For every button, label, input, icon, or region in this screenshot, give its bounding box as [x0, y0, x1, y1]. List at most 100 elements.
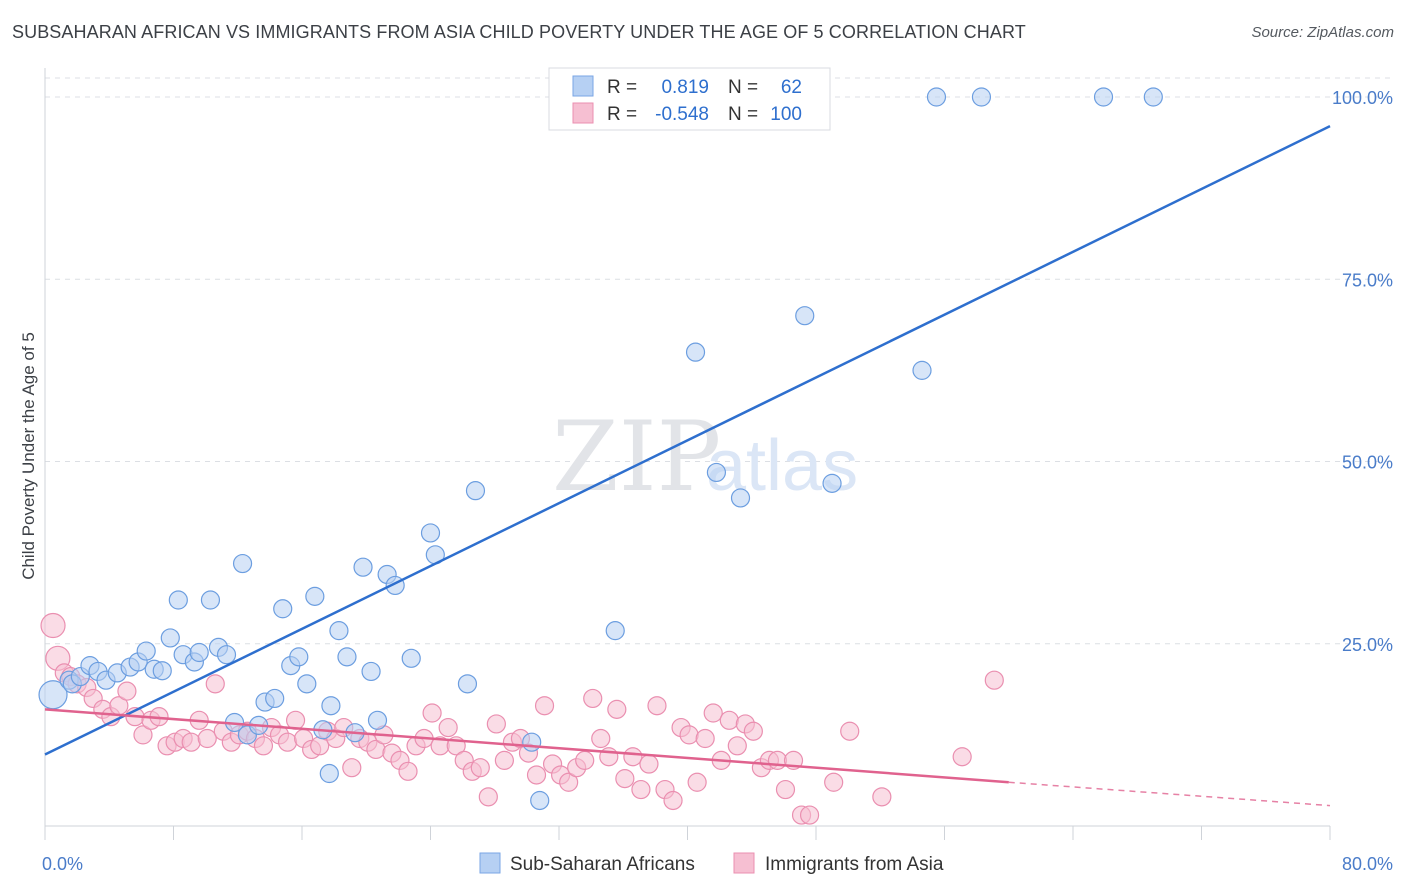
watermark-zip: ZIP: [552, 401, 721, 513]
data-point-sub-saharan-africans: [1143, 87, 1163, 107]
trendline-immigrants-from-asia: [44, 708, 1009, 784]
data-point-immigrants-from-asia: [952, 747, 972, 767]
data-point-immigrants-from-asia: [743, 721, 763, 741]
data-point-sub-saharan-africans: [730, 488, 751, 508]
data-point-immigrants-from-asia: [181, 732, 201, 752]
y-tick-label: 100.0%: [1332, 88, 1393, 108]
legend-r-label-1: R =: [607, 77, 637, 98]
data-point-sub-saharan-africans: [401, 648, 421, 668]
data-point-immigrants-from-asia: [727, 736, 747, 756]
data-point-sub-saharan-africans: [361, 661, 381, 682]
data-point-immigrants-from-asia: [607, 699, 627, 719]
chart-title: SUBSAHARAN AFRICAN VS IMMIGRANTS FROM AS…: [12, 22, 1026, 42]
x-tick-labels: 0.0% 80.0%: [42, 854, 1393, 874]
watermark-atlas: atlas: [706, 426, 858, 506]
data-point-sub-saharan-africans: [685, 342, 706, 362]
data-point-sub-saharan-africans: [189, 642, 209, 663]
data-point-immigrants-from-asia: [575, 750, 595, 770]
data-point-sub-saharan-africans: [321, 696, 341, 716]
trendlines: [44, 125, 1331, 807]
data-point-sub-saharan-africans: [795, 306, 815, 326]
data-point-immigrants-from-asia: [679, 725, 699, 745]
data-point-immigrants-from-asia: [486, 714, 506, 734]
data-point-immigrants-from-asia: [277, 732, 298, 752]
data-point-sub-saharan-africans: [367, 710, 388, 730]
series-immigrants-from-asia: [40, 612, 1004, 825]
data-point-sub-saharan-africans: [457, 674, 478, 694]
series-sub-saharan-africans: [38, 87, 1163, 811]
data-point-sub-saharan-africans: [200, 590, 221, 610]
bottom-legend-label-pink: Immigrants from Asia: [765, 854, 944, 875]
data-point-immigrants-from-asia: [591, 728, 611, 749]
data-point-sub-saharan-africans: [530, 790, 550, 811]
data-point-immigrants-from-asia: [663, 790, 683, 811]
data-point-sub-saharan-africans: [216, 645, 237, 665]
data-point-immigrants-from-asia: [872, 787, 892, 807]
data-point-sub-saharan-africans: [136, 641, 156, 661]
data-point-sub-saharan-africans: [168, 590, 188, 610]
data-point-sub-saharan-africans: [971, 87, 992, 107]
data-point-immigrants-from-asia: [583, 688, 603, 709]
legend-r-value-2: -0.548: [655, 104, 709, 125]
data-point-immigrants-from-asia: [40, 612, 66, 639]
data-point-sub-saharan-africans: [420, 523, 441, 543]
source-credit: Source: ZipAtlas.com: [1251, 24, 1394, 41]
data-point-sub-saharan-africans: [605, 621, 625, 641]
data-point-immigrants-from-asia: [639, 754, 659, 774]
data-point-immigrants-from-asia: [840, 721, 860, 741]
data-point-sub-saharan-africans: [297, 674, 317, 694]
data-point-sub-saharan-africans: [822, 473, 842, 493]
data-point-sub-saharan-africans: [273, 599, 293, 619]
y-tick-label: 50.0%: [1342, 453, 1393, 473]
y-tick-label: 25.0%: [1342, 635, 1393, 655]
data-point-sub-saharan-africans: [329, 621, 349, 641]
y-axis-label: Child Poverty Under the Age of 5: [19, 332, 38, 580]
y-tick-label: 75.0%: [1342, 270, 1393, 290]
data-point-immigrants-from-asia: [615, 769, 635, 789]
data-point-sub-saharan-africans: [289, 647, 309, 667]
bottom-legend-swatch-pink: [733, 852, 755, 874]
correlation-legend: R = 0.819 N = 62 R = -0.548 N = 100: [548, 67, 831, 131]
legend-n-value-1: 62: [781, 77, 802, 98]
legend-r-value-1: 0.819: [661, 77, 709, 98]
data-point-immigrants-from-asia: [494, 750, 514, 770]
data-point-immigrants-from-asia: [470, 758, 490, 778]
trendline-extension-immigrants-from-asia: [1008, 781, 1331, 807]
x-tick-label: 0.0%: [42, 854, 83, 874]
data-point-immigrants-from-asia: [197, 728, 217, 749]
data-point-immigrants-from-asia: [205, 674, 225, 694]
data-point-immigrants-from-asia: [559, 772, 579, 792]
data-point-immigrants-from-asia: [631, 779, 651, 800]
data-point-immigrants-from-asia: [117, 681, 137, 701]
data-point-sub-saharan-africans: [337, 647, 357, 667]
data-point-immigrants-from-asia: [438, 717, 458, 738]
data-point-sub-saharan-africans: [319, 763, 339, 784]
legend-n-label-2: N =: [728, 104, 758, 125]
data-point-sub-saharan-africans: [465, 481, 486, 501]
data-point-sub-saharan-africans: [160, 628, 180, 648]
data-point-immigrants-from-asia: [623, 747, 643, 767]
data-point-sub-saharan-africans: [706, 462, 727, 483]
data-point-immigrants-from-asia: [253, 736, 274, 756]
data-point-immigrants-from-asia: [767, 750, 788, 770]
data-point-immigrants-from-asia: [478, 787, 498, 807]
data-point-immigrants-from-asia: [775, 779, 796, 800]
data-point-immigrants-from-asia: [647, 696, 667, 716]
legend-r-label-2: R =: [607, 104, 637, 125]
data-point-immigrants-from-asia: [703, 703, 723, 723]
data-point-sub-saharan-africans: [152, 661, 172, 681]
data-point-immigrants-from-asia: [422, 703, 442, 723]
data-point-immigrants-from-asia: [695, 728, 715, 749]
bottom-legend-label-blue: Sub-Saharan Africans: [510, 854, 695, 875]
data-point-immigrants-from-asia: [398, 761, 418, 781]
legend-n-value-2: 100: [770, 104, 802, 125]
data-point-sub-saharan-africans: [522, 732, 542, 752]
data-point-immigrants-from-asia: [799, 805, 820, 825]
legend-n-label-1: N =: [728, 77, 758, 98]
legend-swatch-blue: [572, 75, 594, 97]
data-point-immigrants-from-asia: [719, 710, 739, 730]
series-legend: Sub-Saharan Africans Immigrants from Asi…: [479, 852, 944, 875]
data-point-sub-saharan-africans: [265, 688, 285, 709]
data-point-sub-saharan-africans: [305, 586, 325, 606]
